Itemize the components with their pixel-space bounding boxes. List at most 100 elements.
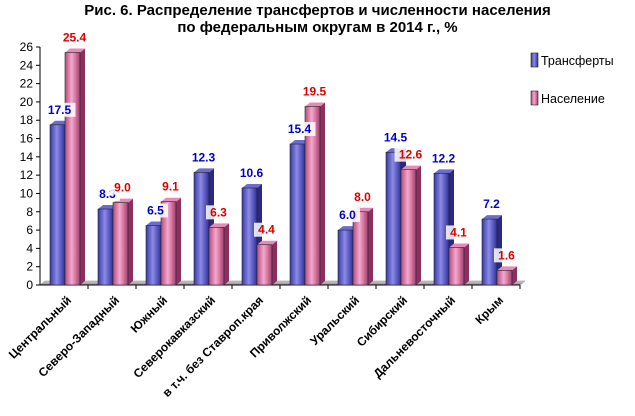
- bar-side: [464, 243, 469, 285]
- data-label-bg: [283, 122, 316, 137]
- data-label: 1.6: [498, 248, 515, 262]
- data-label: 12.2: [432, 151, 456, 165]
- bar-top: [305, 102, 325, 107]
- data-label: 7.2: [483, 197, 500, 211]
- category-label: Дальневосточный: [371, 293, 459, 381]
- data-label-bg: [427, 151, 460, 166]
- bar-side: [416, 165, 421, 285]
- bar-population: [112, 202, 129, 286]
- data-label-bg: [254, 222, 279, 237]
- data-label-bg: [110, 180, 135, 195]
- data-label: 14.5: [384, 130, 408, 144]
- data-label: 12.3: [192, 150, 216, 164]
- legend-label: Население: [541, 92, 605, 106]
- data-label: 6.5: [147, 204, 164, 218]
- bar-top: [161, 197, 181, 202]
- bar-side: [272, 240, 277, 285]
- data-label-bg: [335, 208, 360, 223]
- category-label: Крым: [472, 293, 506, 327]
- y-tick-label: 4: [26, 241, 33, 255]
- legend-swatch: [530, 52, 539, 68]
- bar-side: [176, 197, 181, 285]
- bar-population: [64, 52, 81, 286]
- bar-top: [449, 243, 469, 248]
- y-tick-label: 16: [20, 132, 34, 146]
- bar-population: [160, 201, 177, 286]
- bar-side: [320, 102, 325, 285]
- legend-label: Трансферты: [541, 54, 614, 68]
- bar-population: [208, 227, 225, 286]
- y-tick-label: 6: [26, 223, 33, 237]
- bar-side: [512, 266, 517, 285]
- bar-top: [65, 48, 85, 53]
- data-label: 12.6: [399, 148, 423, 162]
- bar-population: [496, 270, 513, 286]
- bar-transfers: [97, 208, 114, 286]
- bar-transfers: [145, 225, 162, 286]
- data-label-bg: [479, 197, 504, 212]
- data-label-bg: [494, 248, 519, 263]
- data-label: 8.0: [354, 190, 371, 204]
- y-tick-label: 2: [26, 260, 33, 274]
- y-tick-label: 10: [20, 186, 34, 200]
- bar-side: [368, 207, 373, 285]
- y-tick-label: 8: [26, 205, 33, 219]
- y-tick-label: 0: [26, 278, 33, 292]
- bar-population: [256, 244, 273, 286]
- data-label-bg: [206, 205, 231, 220]
- bar-top: [209, 223, 229, 228]
- bar-transfers: [49, 124, 66, 286]
- data-label: 17.5: [48, 103, 72, 117]
- data-label-bg: [187, 150, 220, 165]
- y-tick-label: 26: [20, 40, 34, 54]
- data-label-bg: [143, 203, 168, 218]
- bar-population: [304, 106, 321, 286]
- y-tick-label: 24: [20, 58, 34, 72]
- y-tick-label: 14: [20, 150, 34, 164]
- data-label: 4.4: [258, 223, 275, 237]
- data-label: 9.1: [162, 180, 179, 194]
- legend-swatch: [530, 90, 539, 106]
- data-label-bg: [43, 102, 76, 117]
- data-label: 19.5: [303, 85, 327, 99]
- data-label: 6.3: [210, 205, 227, 219]
- data-label: 4.1: [450, 225, 467, 239]
- bar-top: [434, 169, 454, 174]
- chart-subtitle: по федеральным округам в 2014 г., %: [177, 19, 458, 36]
- data-label-bg: [58, 30, 91, 45]
- bar-top: [497, 266, 517, 271]
- bar-top: [194, 168, 214, 173]
- bar-top: [257, 240, 277, 245]
- y-tick-label: 18: [20, 113, 34, 127]
- bar-transfers: [385, 151, 402, 286]
- bar-population: [352, 211, 369, 286]
- category-label: Северокавказский: [131, 293, 219, 381]
- data-label: 15.4: [288, 122, 312, 136]
- data-label-bg: [235, 165, 268, 180]
- bar-transfers: [337, 229, 354, 286]
- bar-top: [401, 165, 421, 170]
- bar-top: [482, 215, 502, 220]
- data-label-bg: [394, 147, 427, 162]
- bar-population: [448, 247, 465, 286]
- bar-top: [242, 183, 262, 188]
- data-label: 10.6: [240, 166, 264, 180]
- category-label: Северо-Западный: [36, 293, 123, 380]
- bar-transfers: [289, 143, 306, 286]
- bar-side: [128, 198, 133, 285]
- data-label-bg: [379, 130, 412, 145]
- y-tick-label: 12: [20, 168, 34, 182]
- y-tick-label: 20: [20, 95, 34, 109]
- bar-transfers: [193, 172, 210, 286]
- data-label-bg: [350, 189, 375, 204]
- bar-side: [80, 48, 85, 285]
- data-label-bg: [158, 179, 183, 194]
- bar-side: [224, 223, 229, 285]
- chart-title: Рис. 6. Распределение трансфертов и числ…: [84, 2, 551, 19]
- bar-population: [400, 169, 417, 286]
- data-label: 6.0: [339, 208, 356, 222]
- data-label-bg: [446, 225, 471, 240]
- category-label: Южный: [128, 293, 170, 335]
- data-label-bg: [298, 84, 331, 99]
